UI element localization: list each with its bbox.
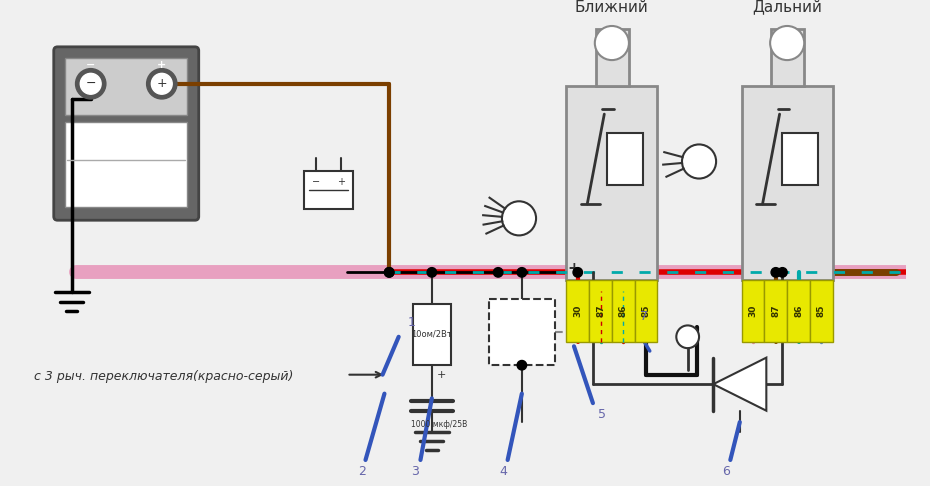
Text: 30: 30 [573, 305, 582, 317]
Text: 87: 87 [596, 304, 605, 317]
Circle shape [777, 268, 787, 277]
Text: 4: 4 [499, 465, 507, 478]
Text: 3: 3 [411, 465, 418, 478]
Text: 2: 2 [358, 465, 365, 478]
Circle shape [676, 326, 699, 348]
Circle shape [517, 361, 526, 370]
Text: −: − [312, 177, 320, 187]
Circle shape [595, 26, 629, 60]
Text: 86: 86 [618, 305, 628, 317]
Circle shape [502, 201, 536, 235]
Bar [566, 86, 658, 280]
Circle shape [517, 268, 526, 277]
Text: 87: 87 [771, 304, 780, 317]
Bar [304, 171, 353, 209]
Text: с 3 рыч. переключателя(красно-серый): с 3 рыч. переключателя(красно-серый) [33, 370, 293, 383]
Bar [566, 280, 589, 342]
Text: 5: 5 [598, 408, 605, 421]
Text: 85: 85 [642, 305, 650, 317]
Text: 1: 1 [408, 316, 416, 329]
FancyBboxPatch shape [54, 47, 199, 220]
Bar [634, 280, 658, 342]
Bar [787, 280, 810, 342]
Text: +: + [567, 261, 580, 276]
Text: +: + [337, 177, 345, 187]
Text: Ближний: Ближний [575, 0, 649, 15]
Text: 85: 85 [817, 305, 826, 317]
Text: Дальний: Дальний [752, 0, 822, 15]
Text: −: − [86, 60, 96, 70]
Text: 86: 86 [794, 305, 803, 317]
Bar [65, 122, 187, 207]
Circle shape [494, 268, 503, 277]
Bar [612, 280, 634, 342]
Circle shape [427, 268, 436, 277]
Bar [413, 304, 451, 365]
Bar [607, 133, 644, 185]
Text: 7: 7 [640, 310, 648, 323]
Bar [589, 280, 612, 342]
Circle shape [75, 69, 106, 99]
Text: 30: 30 [749, 305, 758, 317]
Circle shape [80, 73, 101, 94]
Bar [742, 86, 832, 280]
Text: −: − [86, 77, 96, 90]
Circle shape [147, 69, 177, 99]
Circle shape [384, 268, 394, 277]
Bar [810, 280, 832, 342]
Polygon shape [713, 358, 766, 411]
Bar [596, 29, 629, 86]
Text: 1000 мкф/25В: 1000 мкф/25В [411, 420, 467, 429]
Bar [771, 29, 804, 86]
Bar [65, 58, 187, 115]
Text: +: + [436, 370, 446, 380]
Circle shape [152, 73, 172, 94]
Text: 6: 6 [722, 465, 729, 478]
Bar [488, 299, 555, 365]
Bar [764, 280, 787, 342]
Circle shape [384, 268, 394, 277]
Circle shape [771, 268, 780, 277]
Bar [782, 133, 818, 185]
Bar [742, 280, 764, 342]
Text: +: + [157, 60, 166, 70]
Circle shape [573, 268, 582, 277]
Circle shape [682, 144, 716, 178]
Text: 10ом/2Вт: 10ом/2Вт [411, 330, 452, 339]
Text: +: + [156, 77, 167, 90]
Circle shape [770, 26, 804, 60]
